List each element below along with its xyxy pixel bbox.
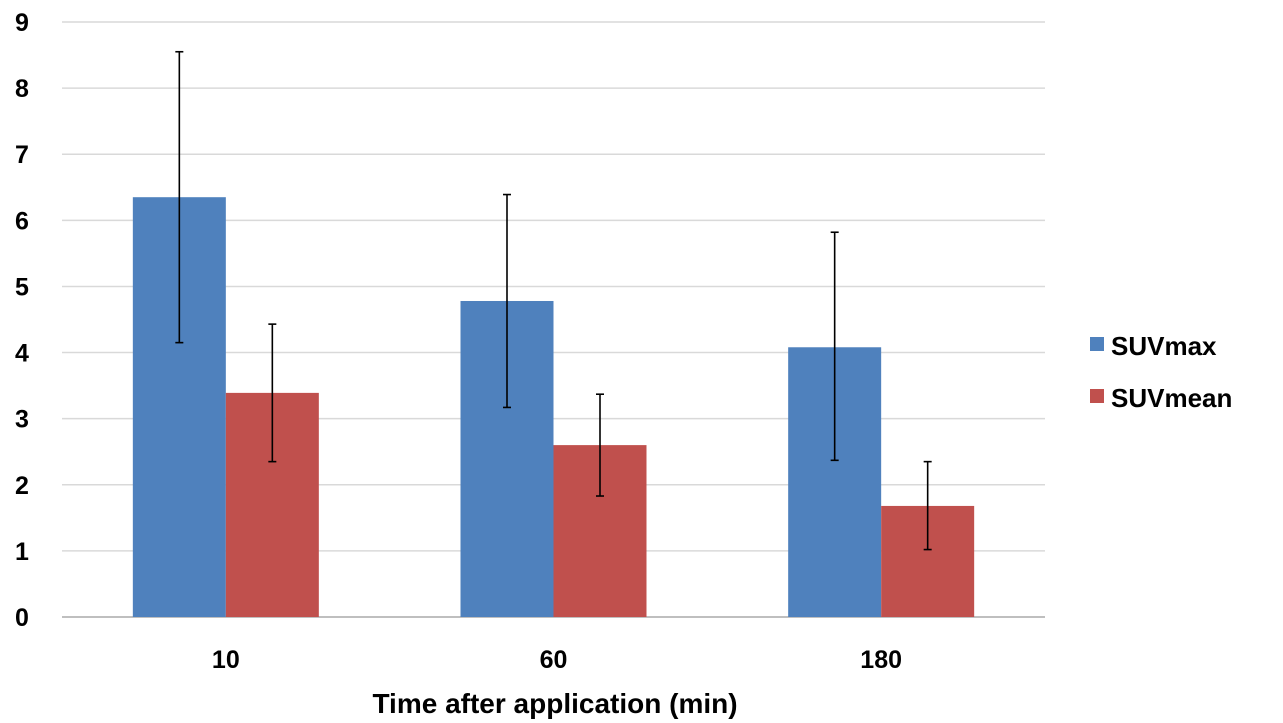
bars (132, 197, 975, 617)
legend: SUVmax SUVmean (1090, 331, 1232, 413)
x-axis-tick-labels: 10 60 180 (212, 646, 902, 674)
y-tick-label: 9 (15, 9, 29, 37)
y-tick-label: 6 (15, 207, 29, 235)
y-tick-label: 8 (15, 75, 29, 103)
x-axis-title: Time after application (min) (372, 688, 737, 719)
y-axis-tick-labels: 0 1 2 3 4 5 6 7 8 9 (15, 9, 29, 632)
y-tick-label: 4 (15, 340, 29, 368)
legend-swatch-suvmean (1090, 389, 1104, 403)
legend-swatch-suvmax (1090, 337, 1104, 351)
x-tick-label-10: 10 (212, 646, 240, 674)
x-tick-label-60: 60 (540, 646, 568, 674)
y-tick-label: 0 (15, 604, 29, 632)
y-tick-label: 1 (15, 538, 29, 566)
legend-label-suvmax: SUVmax (1111, 331, 1217, 361)
x-tick-label-180: 180 (860, 646, 902, 674)
y-tick-label: 7 (15, 141, 29, 169)
y-tick-label: 5 (15, 273, 29, 301)
legend-label-suvmean: SUVmean (1111, 383, 1232, 413)
y-tick-label: 3 (15, 406, 29, 434)
y-tick-label: 2 (15, 472, 29, 500)
error-bars (175, 50, 932, 551)
